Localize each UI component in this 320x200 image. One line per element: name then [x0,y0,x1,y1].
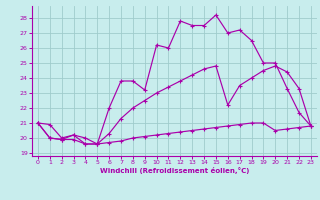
X-axis label: Windchill (Refroidissement éolien,°C): Windchill (Refroidissement éolien,°C) [100,167,249,174]
